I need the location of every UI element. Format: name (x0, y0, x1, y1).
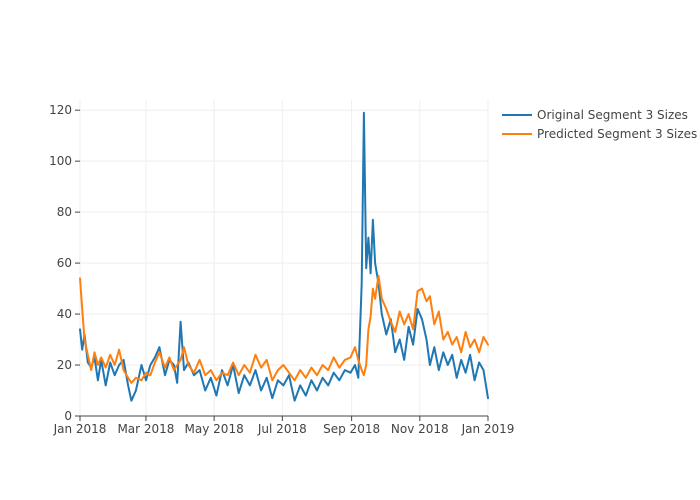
x-tick-label: May 2018 (185, 422, 244, 436)
y-tick-label: 100 (49, 154, 72, 168)
legend-item-predicted[interactable]: Predicted Segment 3 Sizes (502, 127, 697, 141)
y-tick-label: 80 (57, 205, 72, 219)
x-tick-label: Jan 2019 (461, 422, 515, 436)
legend-label: Predicted Segment 3 Sizes (537, 127, 697, 141)
y-tick-label: 120 (49, 103, 72, 117)
x-tick-label: Sep 2018 (323, 422, 380, 436)
x-tick-label: Mar 2018 (117, 422, 174, 436)
x-tick-label: Jan 2018 (53, 422, 107, 436)
series-layer (79, 111, 489, 402)
axis-layer: Jan 2018 Mar 2018 May 2018 Jul 2018 Sep 2018… (49, 103, 514, 436)
y-tick-label: 0 (64, 409, 72, 423)
grid-layer (79, 100, 489, 416)
y-tick-label: 20 (57, 358, 72, 372)
y-tick-label: 60 (57, 256, 72, 270)
x-tick-label: Nov 2018 (391, 422, 449, 436)
x-tick-label: Jul 2018 (257, 422, 307, 436)
series-line-predicted (79, 274, 489, 384)
legend[interactable]: Original Segment 3 Sizes Predicted Segmen… (502, 108, 697, 141)
legend-item-original[interactable]: Original Segment 3 Sizes (502, 108, 688, 122)
y-tick-label: 40 (57, 307, 72, 321)
series-line-original (79, 111, 489, 402)
legend-label: Original Segment 3 Sizes (537, 108, 688, 122)
